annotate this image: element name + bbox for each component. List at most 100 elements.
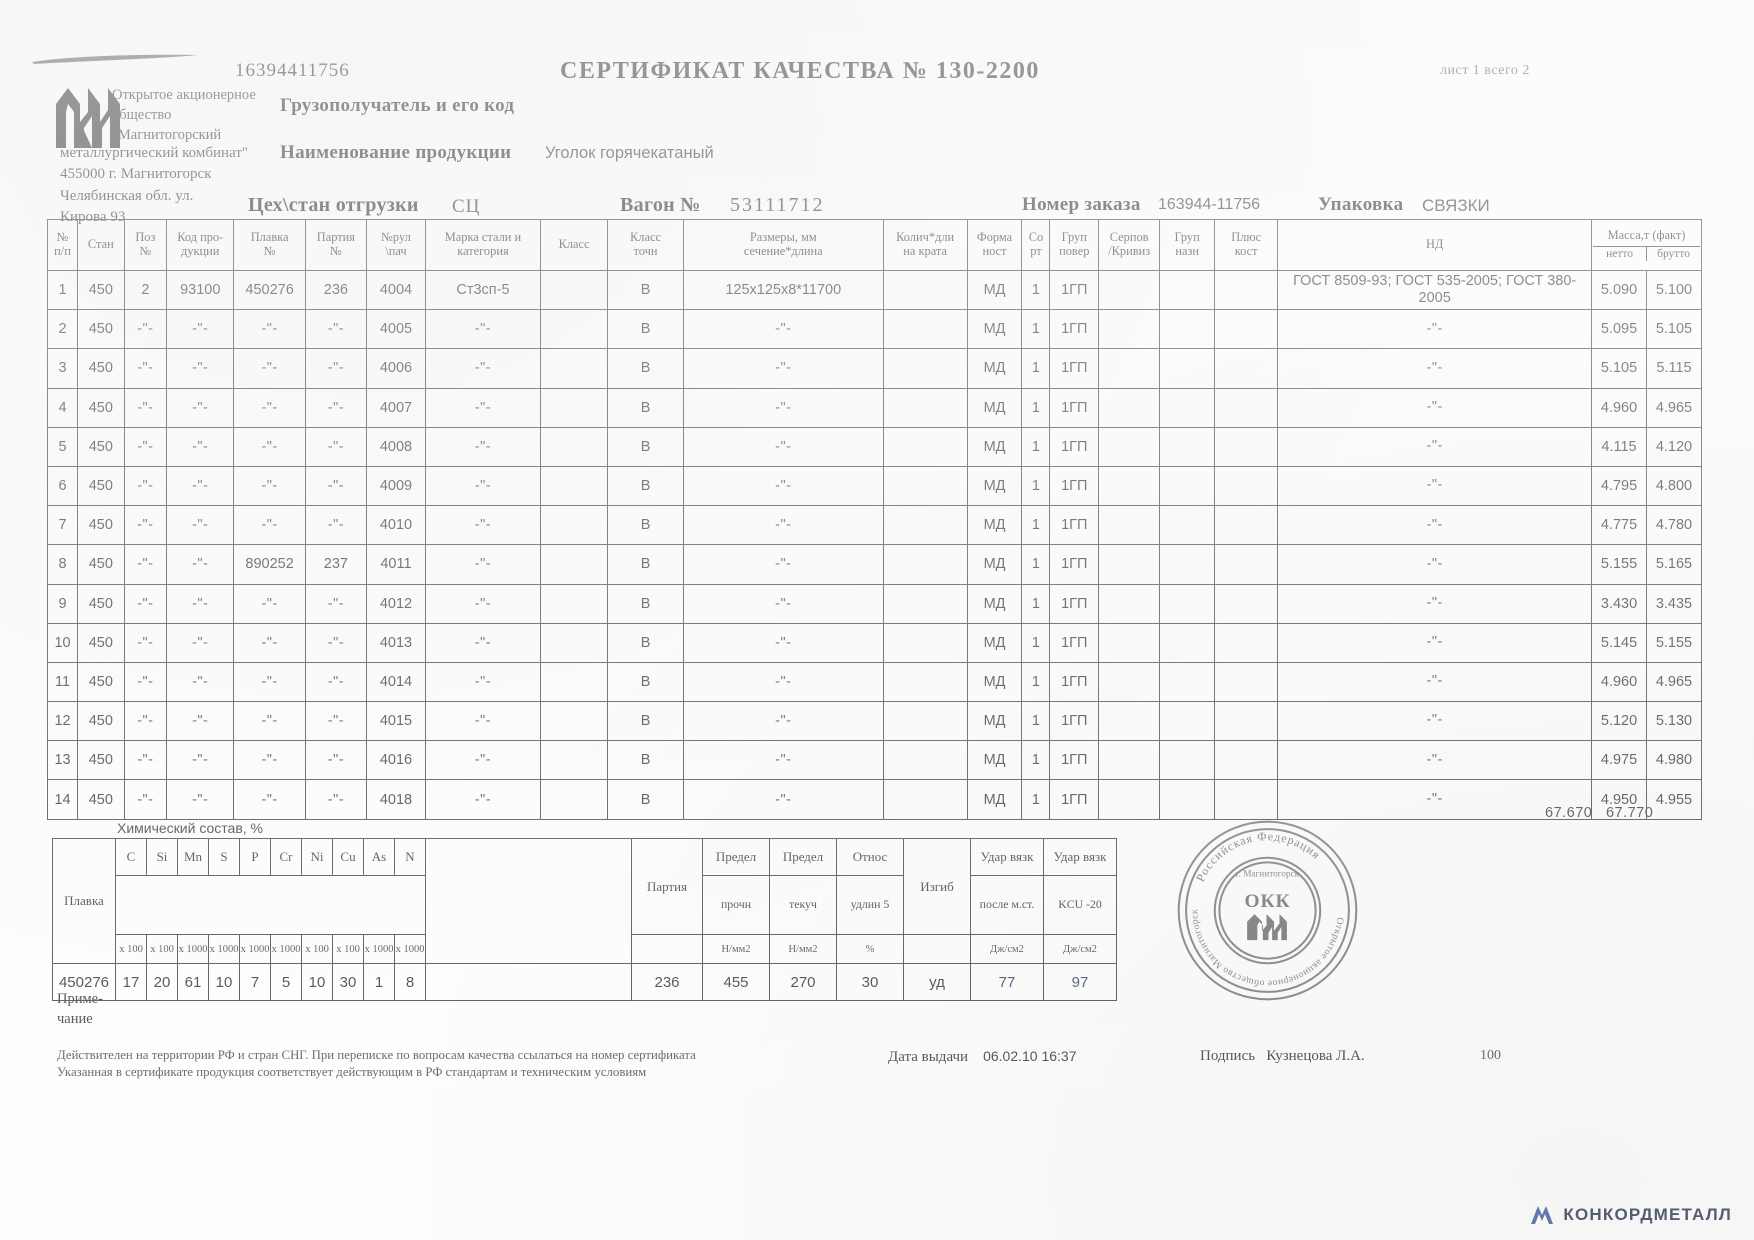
cell-forma: МД xyxy=(966,465,1023,507)
cell-brutto: 4.980 xyxy=(1645,740,1703,781)
cell-plus xyxy=(1214,465,1279,507)
col-klass: Класс xyxy=(539,219,609,271)
cell-netto: 5.120 xyxy=(1591,701,1647,742)
cell-klass_t: В xyxy=(607,622,684,663)
cell-klass xyxy=(539,505,609,546)
cell-brutto: 5.165 xyxy=(1645,544,1703,585)
cell-grn xyxy=(1159,465,1216,507)
total-netto: 67.670 xyxy=(1545,805,1593,821)
cell-marka: -"- xyxy=(424,661,541,703)
col-klass-tochn: Класс точн xyxy=(607,219,684,271)
cell-plavka: 450276 xyxy=(233,269,306,311)
chem-col-prochn-2: прочн xyxy=(702,875,770,935)
cell-stan: 450 xyxy=(77,465,125,507)
cell-serp xyxy=(1098,701,1161,742)
col-kol-l2: на крата xyxy=(903,244,947,258)
cell-serp xyxy=(1098,583,1161,624)
cell-klass_t: В xyxy=(607,701,684,742)
cell-rul: 4008 xyxy=(365,426,426,467)
chem-mult-p: x 1000 xyxy=(239,934,271,964)
cell-plavka: -"- xyxy=(233,583,306,624)
cell-klass xyxy=(539,661,609,703)
cell-netto: 4.960 xyxy=(1591,387,1647,428)
cell-brutto: 4.780 xyxy=(1645,505,1703,546)
cell-poz: -"- xyxy=(123,544,168,585)
cell-np: 5 xyxy=(46,426,79,467)
cell-poz: -"- xyxy=(123,348,168,389)
chem-val-c: 17 xyxy=(115,963,147,1001)
chem-val-as: 1 xyxy=(363,963,395,1001)
cell-serp xyxy=(1098,544,1161,585)
cell-poz: -"- xyxy=(123,465,168,507)
document-number-top: 16394411756 xyxy=(235,60,350,81)
col-nd-l1: НД xyxy=(1425,237,1444,252)
cell-brutto: 4.965 xyxy=(1645,661,1703,703)
cell-razmer: -"- xyxy=(682,583,884,624)
col-razm-l1: Размеры, мм xyxy=(749,230,817,245)
chem-val-p: 7 xyxy=(239,963,271,1001)
cell-stan: 450 xyxy=(77,701,125,742)
cell-grup: 1ГП xyxy=(1049,505,1100,546)
cell-partia: 237 xyxy=(304,544,367,585)
cell-marka: -"- xyxy=(424,348,541,389)
cell-serp xyxy=(1098,269,1161,311)
legal-line-2: Указанная в сертификате продукция соотве… xyxy=(57,1065,647,1080)
cell-klass xyxy=(539,387,609,428)
shop-label: Цех\стан отгрузки xyxy=(248,194,419,216)
col-poz-l2: № xyxy=(139,244,152,258)
table-row: 7 450 -"- -"- -"- -"- 4010 -"- В -"- МД 1 1ГП -"- 4.77… xyxy=(46,505,1703,546)
col-partia: Партия № xyxy=(304,219,367,271)
chem-val-cr: 5 xyxy=(270,963,302,1001)
chem-el-cr: Cr xyxy=(270,838,302,876)
cell-nd: -"- xyxy=(1277,622,1593,663)
cell-klass_t: В xyxy=(607,309,684,350)
cell-grup: 1ГП xyxy=(1049,544,1100,585)
svg-text:г. Магнитогорск: г. Магнитогорск xyxy=(1236,869,1300,879)
col-massa: Масса,т (факт) нетто брутто xyxy=(1591,219,1702,271)
cell-rul: 4011 xyxy=(365,544,426,585)
cell-stan: 450 xyxy=(77,505,125,546)
cell-brutto: 4.965 xyxy=(1645,387,1703,428)
cell-poz: -"- xyxy=(123,426,168,467)
cell-kolich xyxy=(882,661,968,703)
cell-partia: -"- xyxy=(304,740,367,781)
product-value: Уголок горячекатаный xyxy=(545,144,714,162)
col-stan-l1: Стан xyxy=(87,237,114,252)
cell-kolich xyxy=(882,348,968,389)
cell-partia: -"- xyxy=(304,465,367,507)
cell-plus xyxy=(1214,583,1279,624)
cell-sort: 1 xyxy=(1021,622,1051,663)
chem-spacer xyxy=(425,838,632,964)
cell-razmer: 125x125x8*11700 xyxy=(682,269,884,311)
cell-klass xyxy=(539,348,609,389)
cell-klass_t: В xyxy=(607,387,684,428)
chem-val-partia: 236 xyxy=(631,963,703,1001)
cell-sort: 1 xyxy=(1021,544,1051,585)
cell-np: 4 xyxy=(46,387,79,428)
cell-sort: 1 xyxy=(1021,740,1051,781)
chem-val-izgib: уд xyxy=(903,963,971,1001)
cell-razmer: -"- xyxy=(682,309,884,350)
chem-val-prochn: 455 xyxy=(702,963,770,1001)
cell-marka: -"- xyxy=(424,779,541,820)
cell-grup: 1ГП xyxy=(1049,740,1100,781)
cell-netto: 5.095 xyxy=(1591,309,1647,350)
cell-marka: -"- xyxy=(424,426,541,467)
cell-netto: 5.155 xyxy=(1591,544,1647,585)
signature-value: Кузнецова Л.А. xyxy=(1266,1048,1365,1064)
cell-kod: -"- xyxy=(166,309,235,350)
cell-klass_t: В xyxy=(607,779,684,820)
cell-np: 13 xyxy=(46,740,79,781)
cell-plavka: -"- xyxy=(233,740,306,781)
chem-val-n: 8 xyxy=(394,963,426,1001)
col-kod-l2: дукции xyxy=(181,244,220,258)
col-np-l2: п/п xyxy=(54,244,71,258)
consignee-label: Грузополучатель и его код xyxy=(280,95,515,116)
cell-rul: 4016 xyxy=(365,740,426,781)
col-grup-pover: Груп повер xyxy=(1049,219,1100,271)
cell-rul: 4018 xyxy=(365,779,426,820)
cell-grn xyxy=(1159,269,1216,311)
chem-el-c: C xyxy=(115,838,147,876)
col-razm-l2: сечение*длина xyxy=(743,244,823,258)
